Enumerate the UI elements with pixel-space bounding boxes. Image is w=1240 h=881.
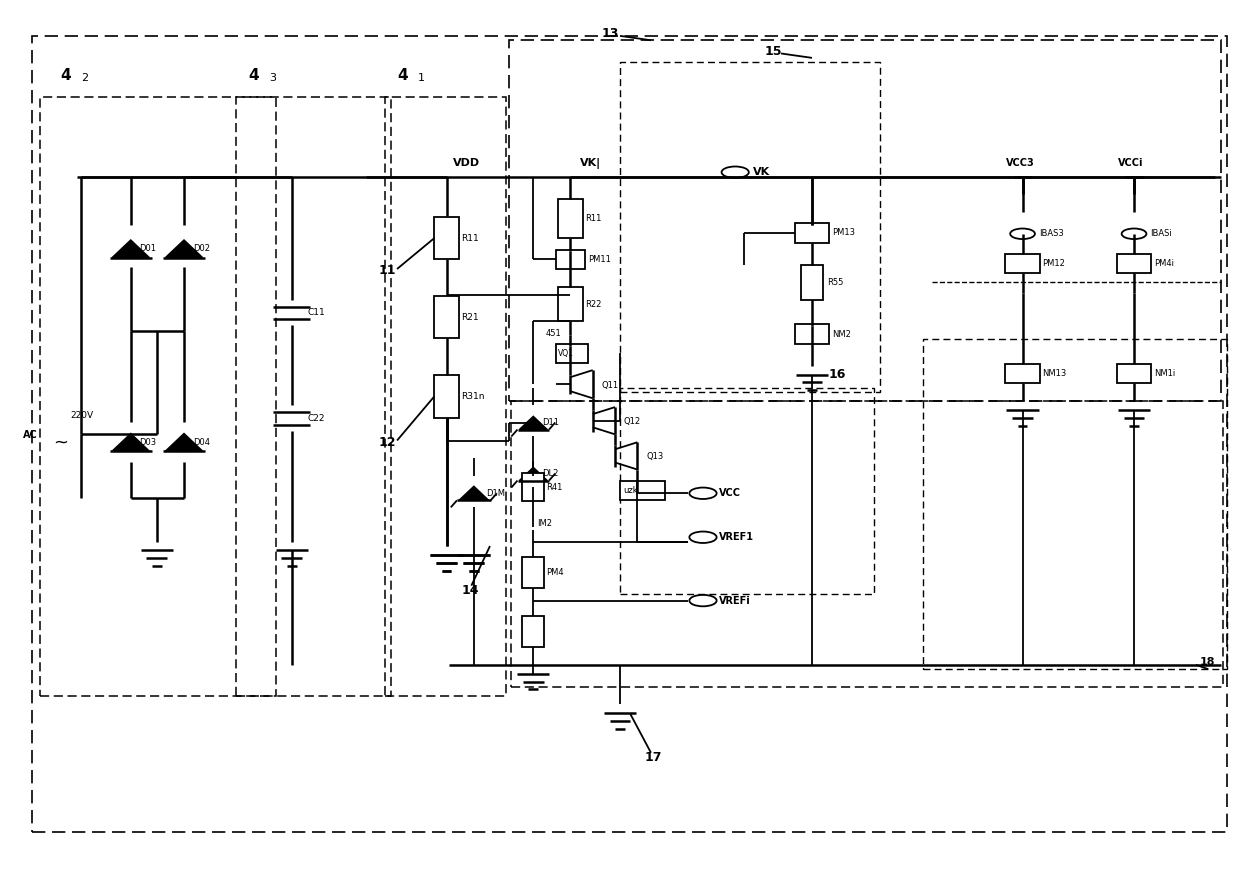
Text: C22: C22 xyxy=(308,414,325,423)
Text: IBASi: IBASi xyxy=(1151,229,1172,238)
Text: 4: 4 xyxy=(397,68,408,83)
Polygon shape xyxy=(112,240,149,257)
Text: R11: R11 xyxy=(585,214,601,224)
Bar xyxy=(620,388,874,595)
Polygon shape xyxy=(112,433,149,451)
Bar xyxy=(434,217,459,259)
Bar xyxy=(1006,254,1040,273)
Text: Q12: Q12 xyxy=(624,417,641,426)
Text: 3: 3 xyxy=(269,73,277,83)
Text: NM2: NM2 xyxy=(832,329,851,338)
Bar xyxy=(795,324,830,344)
Text: IM2: IM2 xyxy=(537,519,552,528)
Text: D02: D02 xyxy=(192,244,210,253)
Text: 13: 13 xyxy=(601,26,619,40)
Bar xyxy=(620,63,880,392)
Text: D04: D04 xyxy=(192,438,210,447)
Text: 18: 18 xyxy=(1199,657,1215,667)
Text: IBAS3: IBAS3 xyxy=(1039,229,1064,238)
Text: 16: 16 xyxy=(828,368,846,381)
Text: D03: D03 xyxy=(139,438,156,447)
Text: VCC3: VCC3 xyxy=(1007,159,1035,168)
Text: 2: 2 xyxy=(81,73,88,83)
Bar xyxy=(434,296,459,338)
Text: 451: 451 xyxy=(546,329,562,337)
Bar xyxy=(1117,364,1152,383)
Text: 12: 12 xyxy=(378,436,396,448)
Bar xyxy=(558,199,583,238)
Text: VCCi: VCCi xyxy=(1118,159,1143,168)
Text: PM11: PM11 xyxy=(588,255,610,263)
Bar xyxy=(924,339,1226,670)
Text: R21: R21 xyxy=(461,313,479,322)
Text: D11: D11 xyxy=(542,418,559,427)
Text: PM4i: PM4i xyxy=(1154,259,1174,268)
Bar xyxy=(795,223,830,242)
Bar xyxy=(556,344,588,363)
Bar xyxy=(236,98,391,696)
Text: uzk: uzk xyxy=(624,486,639,495)
Text: VQ1: VQ1 xyxy=(558,349,574,358)
Text: R55: R55 xyxy=(827,278,843,286)
Bar xyxy=(522,557,544,588)
Text: PM12: PM12 xyxy=(1043,259,1065,268)
Bar xyxy=(1117,254,1152,273)
Text: VREFi: VREFi xyxy=(719,596,751,605)
Text: R11: R11 xyxy=(461,233,479,242)
Polygon shape xyxy=(165,240,202,257)
Text: VK: VK xyxy=(753,167,770,177)
Text: Q13: Q13 xyxy=(646,452,663,461)
Text: VDD: VDD xyxy=(453,159,480,168)
Text: 220V: 220V xyxy=(69,411,93,420)
Text: PM4: PM4 xyxy=(546,568,563,577)
Bar xyxy=(508,41,1220,401)
Bar xyxy=(556,249,585,269)
Bar xyxy=(384,98,506,696)
Text: Q11: Q11 xyxy=(601,381,619,390)
Polygon shape xyxy=(459,486,489,500)
Text: PM13: PM13 xyxy=(832,228,854,237)
Text: VREF1: VREF1 xyxy=(719,532,754,543)
Text: D1M: D1M xyxy=(486,489,505,498)
Text: C11: C11 xyxy=(308,308,326,317)
Polygon shape xyxy=(165,433,202,451)
Text: 17: 17 xyxy=(645,751,662,764)
Bar xyxy=(522,616,544,647)
Text: 4: 4 xyxy=(61,68,71,83)
Text: 15: 15 xyxy=(765,45,782,58)
Text: VCC: VCC xyxy=(719,488,742,499)
Text: 14: 14 xyxy=(461,583,479,596)
Text: NM1i: NM1i xyxy=(1154,369,1176,378)
Bar xyxy=(558,287,583,321)
Text: D01: D01 xyxy=(139,244,156,253)
Bar xyxy=(801,264,823,300)
Bar xyxy=(511,401,1223,687)
Text: ~: ~ xyxy=(53,433,68,451)
Bar xyxy=(522,473,544,501)
Text: R31n: R31n xyxy=(461,392,485,401)
Text: AC: AC xyxy=(24,430,37,440)
Text: 4: 4 xyxy=(248,68,259,83)
Text: VK|: VK| xyxy=(580,158,601,169)
Bar xyxy=(1006,364,1040,383)
Text: DL2: DL2 xyxy=(542,470,558,478)
Bar xyxy=(620,481,665,500)
Text: NM13: NM13 xyxy=(1043,369,1066,378)
Text: R41: R41 xyxy=(546,483,562,492)
Text: R22: R22 xyxy=(585,300,601,308)
Bar xyxy=(434,375,459,418)
Polygon shape xyxy=(520,467,547,480)
Polygon shape xyxy=(520,417,547,430)
Text: 11: 11 xyxy=(378,264,396,278)
Bar xyxy=(41,98,275,696)
Text: 1: 1 xyxy=(418,73,425,83)
